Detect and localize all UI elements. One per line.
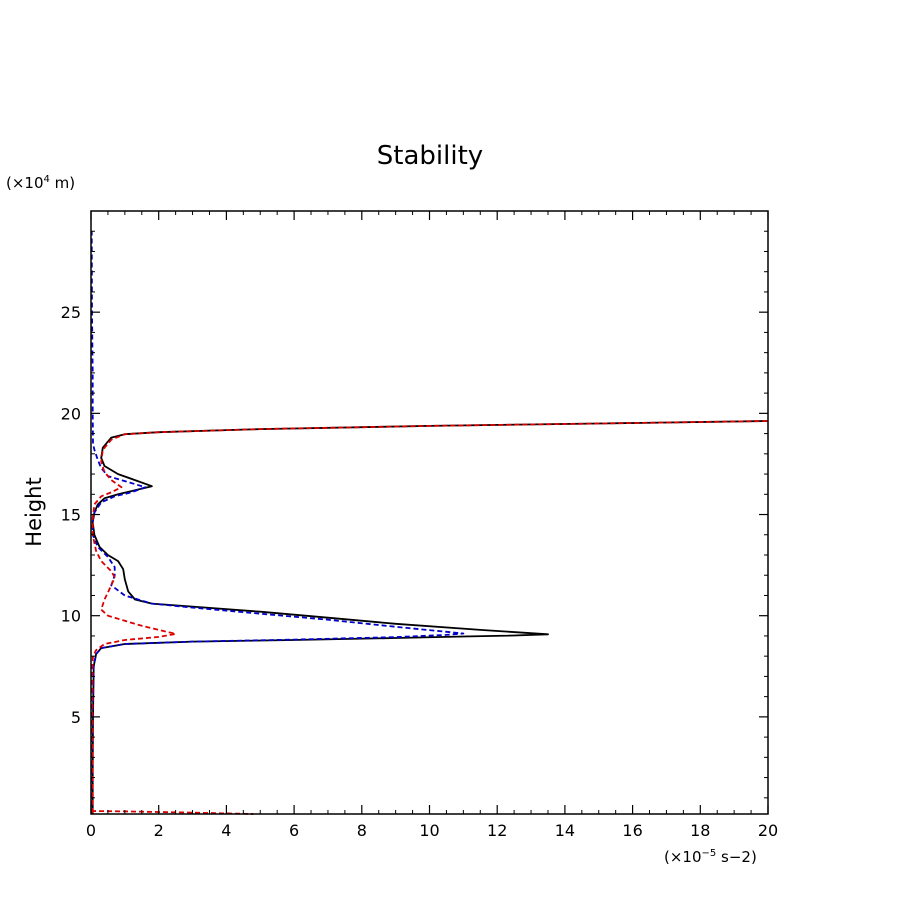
chart-title: Stability <box>377 141 483 171</box>
y-unit-label: (×104 m) <box>6 174 75 192</box>
x-tick-label: 0 <box>86 821 96 840</box>
x-tick-label: 20 <box>758 821 778 840</box>
y-tick-label: 5 <box>71 708 81 727</box>
y-tick-label: 25 <box>61 303 81 322</box>
x-tick-label: 4 <box>221 821 231 840</box>
x-tick-label: 6 <box>289 821 299 840</box>
x-tick-label: 14 <box>555 821 575 840</box>
y-tick-label: 15 <box>61 506 81 525</box>
x-tick-label: 10 <box>419 821 439 840</box>
y-tick-label: 20 <box>61 404 81 423</box>
x-tick-label: 8 <box>357 821 367 840</box>
y-axis-label: Height <box>22 477 46 546</box>
series-line-2 <box>90 231 465 815</box>
axis-tick-labels: 0 2 4 6 8 10 12 14 16 18 20 5 10 15 20 25 <box>61 303 779 840</box>
x-unit-label: (×10−5 s−2) <box>664 848 757 866</box>
x-tick-label: 12 <box>487 821 507 840</box>
x-tick-label: 16 <box>622 821 642 840</box>
plot-frame <box>90 210 769 815</box>
y-tick-label: 10 <box>61 607 81 626</box>
x-tick-label: 2 <box>154 821 164 840</box>
series-line-3 <box>91 420 769 813</box>
x-tick-label: 18 <box>690 821 710 840</box>
